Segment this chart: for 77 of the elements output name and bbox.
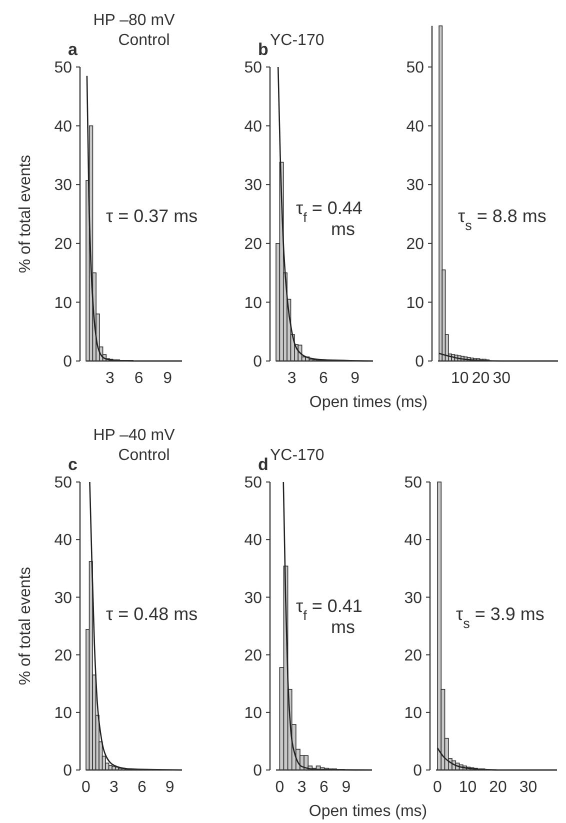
x-axis-title: Open times (ms) bbox=[308, 803, 428, 820]
y-tick-label: 20 bbox=[54, 647, 72, 664]
y-tick-label: 30 bbox=[406, 177, 424, 194]
x-tick-label: 9 bbox=[165, 779, 174, 796]
annotation: τ$_{s}$ = 3.9 ms bbox=[456, 604, 544, 630]
y-tick-label: 0 bbox=[413, 762, 422, 780]
text: d bbox=[258, 455, 268, 474]
chart-title: Control bbox=[118, 32, 170, 49]
y-tick-label: 30 bbox=[54, 177, 72, 194]
y-tick-label: 20 bbox=[54, 236, 72, 253]
x-tick-label: 3 bbox=[106, 370, 115, 387]
x-tick-label: 20 bbox=[472, 370, 490, 387]
x-tick-label: 3 bbox=[287, 370, 296, 387]
text: a bbox=[68, 40, 78, 59]
y-tick-label: 10 bbox=[54, 294, 72, 312]
y-tick-label: 20 bbox=[244, 647, 262, 664]
y-tick-label: 0 bbox=[63, 762, 72, 780]
y-axis-title: % of total events bbox=[17, 154, 34, 274]
y-tick-label: 20 bbox=[406, 236, 424, 253]
y-tick-label: 40 bbox=[244, 118, 262, 136]
x-tick-label: 30 bbox=[519, 779, 538, 796]
y-tick-label: 0 bbox=[415, 354, 424, 371]
x-tick-label: 3 bbox=[297, 779, 306, 796]
y-tick-label: 30 bbox=[404, 590, 422, 607]
annotation: τ$_{s}$ = 8.8 ms bbox=[458, 206, 546, 232]
x-tick-label: 0 bbox=[275, 779, 284, 796]
y-tick-label: 10 bbox=[244, 294, 262, 312]
y-tick-label: 20 bbox=[244, 236, 262, 253]
x-tick-label: 0 bbox=[433, 779, 442, 796]
y-tick-label: 50 bbox=[54, 474, 72, 492]
x-tick-label: 9 bbox=[163, 370, 172, 387]
y-tick-label: 10 bbox=[404, 705, 422, 722]
y-tick-label: 50 bbox=[406, 60, 424, 77]
x-tick-label: 30 bbox=[492, 370, 511, 387]
y-tick-label: 40 bbox=[406, 118, 424, 136]
x-tick-label: 9 bbox=[350, 370, 360, 387]
y-tick-label: 30 bbox=[54, 590, 72, 607]
y-tick-label: 10 bbox=[54, 705, 72, 722]
y-tick-label: 30 bbox=[244, 590, 262, 607]
x-axis-title: Open times (ms) bbox=[309, 394, 428, 411]
text: c bbox=[68, 455, 78, 474]
y-tick-label: 10 bbox=[406, 294, 424, 312]
annotation: τ = 0.48 ms bbox=[106, 604, 198, 624]
y-tick-label: 30 bbox=[244, 177, 262, 194]
chart-subtitle: HP –80 mV bbox=[93, 12, 176, 29]
x-tick-label: 3 bbox=[110, 779, 119, 796]
y-tick-label: 40 bbox=[404, 532, 422, 550]
y-tick-label: 0 bbox=[63, 354, 72, 371]
x-tick-label: 6 bbox=[134, 370, 144, 387]
x-tick-label: 6 bbox=[318, 370, 328, 387]
y-tick-label: 20 bbox=[404, 647, 422, 664]
x-tick-label: 10 bbox=[451, 370, 469, 387]
y-axis-title: % of total events bbox=[17, 566, 34, 686]
chart-title: Control bbox=[118, 447, 170, 464]
x-tick-label: 0 bbox=[82, 779, 91, 796]
y-tick-label: 50 bbox=[404, 474, 422, 492]
text: b bbox=[258, 40, 268, 59]
y-tick-label: 10 bbox=[244, 705, 262, 722]
annotation: τ$_{f}$ = 0.41 ms bbox=[296, 596, 362, 637]
x-tick-label: 20 bbox=[489, 779, 508, 796]
y-tick-label: 0 bbox=[253, 762, 262, 780]
annotation: τ$_{f}$ = 0.44 ms bbox=[296, 198, 362, 239]
y-tick-label: 50 bbox=[54, 60, 72, 77]
x-tick-label: 9 bbox=[342, 779, 351, 796]
y-tick-label: 40 bbox=[54, 118, 72, 136]
y-tick-label: 50 bbox=[244, 474, 262, 492]
y-tick-label: 0 bbox=[253, 354, 262, 371]
chart-title: YC-170 bbox=[270, 447, 324, 464]
annotation: τ = 0.37 ms bbox=[106, 206, 198, 226]
y-tick-label: 40 bbox=[244, 532, 262, 550]
y-tick-label: 50 bbox=[244, 60, 262, 77]
x-tick-label: 6 bbox=[320, 779, 329, 796]
chart-title: YC-170 bbox=[270, 32, 324, 49]
x-tick-label: 10 bbox=[458, 779, 477, 796]
chart-subtitle: HP –40 mV bbox=[93, 427, 176, 444]
x-tick-label: 6 bbox=[137, 779, 146, 796]
y-tick-label: 40 bbox=[54, 532, 72, 550]
